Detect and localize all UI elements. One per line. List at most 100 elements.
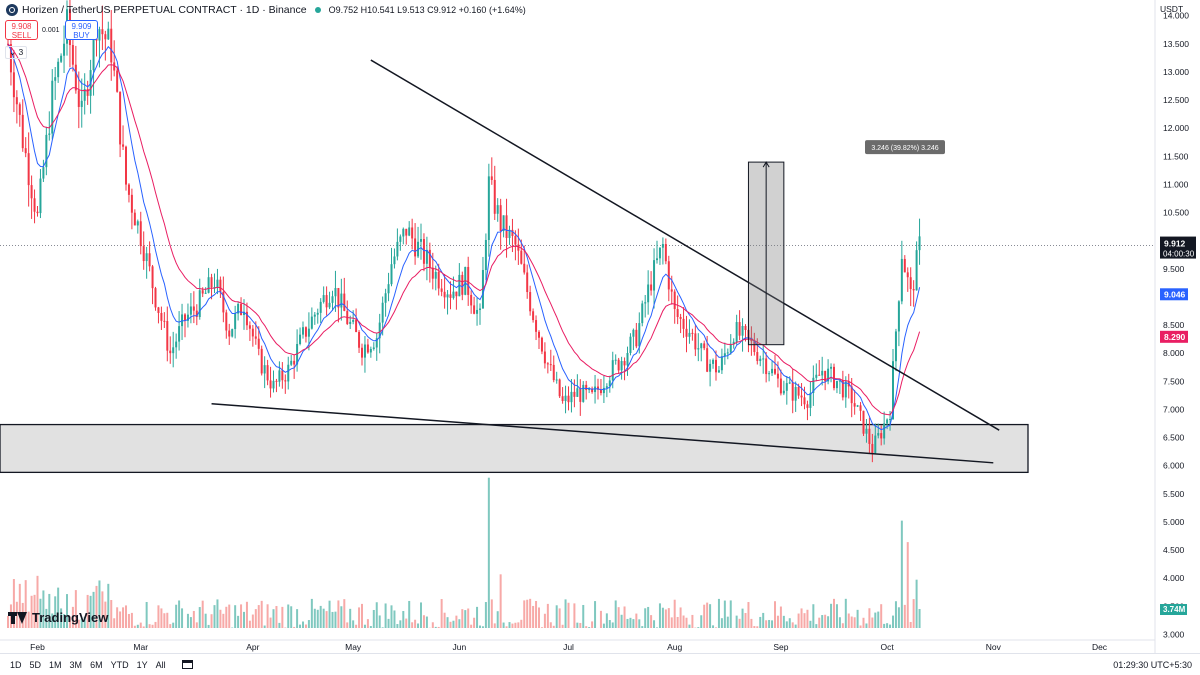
candle-body xyxy=(154,288,157,308)
volume-bar xyxy=(343,599,346,628)
candle-body xyxy=(797,387,800,396)
measure-label-bg xyxy=(865,140,945,155)
volume-bar xyxy=(122,607,125,628)
candle-body xyxy=(856,405,859,407)
candle-body xyxy=(611,360,614,381)
candle-body xyxy=(523,263,526,273)
volume-bar xyxy=(251,614,254,628)
volume-bar xyxy=(9,604,12,628)
tf-1y[interactable]: 1Y xyxy=(136,659,148,670)
currency-label[interactable]: USDT xyxy=(1160,4,1184,14)
candle-body xyxy=(48,133,51,135)
candle-body xyxy=(446,294,449,298)
ema-slow-badge-label: 8.290 xyxy=(1164,332,1186,342)
candle-body xyxy=(104,34,107,40)
candle-body xyxy=(222,291,225,313)
candle-body xyxy=(375,338,378,348)
candle-body xyxy=(827,368,830,382)
volume-bar xyxy=(334,611,337,628)
price-tick-label: 7.000 xyxy=(1163,404,1185,414)
candle-body xyxy=(361,347,363,358)
volume-bar xyxy=(33,594,36,628)
calendar-icon[interactable] xyxy=(181,660,193,669)
tf-5d[interactable]: 5D xyxy=(29,659,42,670)
tf-ytd[interactable]: YTD xyxy=(110,659,129,670)
volume-bar xyxy=(771,620,774,628)
candle-body xyxy=(101,29,104,35)
volume-bar xyxy=(726,616,729,628)
volume-bar xyxy=(178,600,181,628)
candle-body xyxy=(304,327,307,337)
tf-1d[interactable]: 1D xyxy=(10,659,22,670)
candle-body xyxy=(452,291,455,298)
candle-body xyxy=(520,250,523,264)
volume-bar xyxy=(759,616,762,628)
volume-bar xyxy=(437,626,440,628)
candle-body xyxy=(319,301,322,313)
candle-body xyxy=(744,325,747,330)
volume-bar xyxy=(676,616,679,628)
candle-body xyxy=(602,387,605,394)
volume-bar xyxy=(626,618,629,628)
support-zone-box xyxy=(0,423,1029,474)
candle-body xyxy=(163,320,166,322)
candle-body xyxy=(408,227,411,236)
volume-bar xyxy=(803,613,806,628)
candle-body xyxy=(186,314,189,321)
buy-button[interactable]: 9.909 BUY xyxy=(65,20,98,40)
volume-bar xyxy=(844,598,847,628)
price-tick-label: 11.000 xyxy=(1163,179,1189,189)
price-tick-label: 14.000 xyxy=(1163,11,1189,21)
candle-body xyxy=(467,266,470,295)
candle-body xyxy=(184,314,186,321)
candle-body xyxy=(841,380,844,398)
sell-button[interactable]: 9.908 SELL xyxy=(5,20,38,40)
tf-3m[interactable]: 3M xyxy=(69,659,83,670)
volume-bar xyxy=(585,626,588,628)
tf-6m[interactable]: 6M xyxy=(90,659,103,670)
volume-bar xyxy=(785,621,788,628)
volume-bar xyxy=(806,609,809,628)
time-tick-label: May xyxy=(345,642,362,652)
volume-bar xyxy=(248,620,251,628)
symbol-title[interactable]: Horizen / TetherUS PERPETUAL CONTRACT · … xyxy=(22,4,307,16)
candle-body xyxy=(12,72,15,98)
volume-bar xyxy=(520,619,523,628)
volume-bar xyxy=(405,618,408,628)
candle-body xyxy=(812,377,815,393)
candle-body xyxy=(393,256,396,265)
volume-bar xyxy=(107,583,110,628)
volume-bar xyxy=(756,626,759,628)
volume-bar xyxy=(635,613,638,628)
volume-bar xyxy=(281,606,284,628)
candle-body xyxy=(753,341,756,353)
candle-body xyxy=(428,249,431,268)
candle-body xyxy=(638,323,641,347)
volume-bar xyxy=(86,594,89,628)
volume-bar xyxy=(30,595,33,628)
volume-bar xyxy=(213,605,216,628)
volume-bar xyxy=(83,616,86,628)
candle-body xyxy=(278,370,281,382)
volume-bar xyxy=(644,608,647,628)
volume-bar xyxy=(148,624,151,628)
candle-body xyxy=(821,370,824,376)
volume-bar xyxy=(738,618,741,628)
indicators-toggle[interactable]: ⌄ 3 xyxy=(5,46,28,59)
tf-1m[interactable]: 1M xyxy=(49,659,62,670)
candle-body xyxy=(694,333,697,350)
candle-body xyxy=(661,244,664,248)
volume-bar xyxy=(650,615,653,628)
candle-body xyxy=(585,384,588,391)
candle-body xyxy=(865,428,868,434)
tf-all[interactable]: All xyxy=(155,659,166,670)
candle-body xyxy=(310,316,313,329)
candle-body xyxy=(225,312,228,331)
clock-timezone[interactable]: 01:29:30 UTC+5:30 xyxy=(1113,659,1192,670)
candle-body xyxy=(573,391,576,397)
volume-bar xyxy=(399,620,402,628)
candle-body xyxy=(706,348,709,372)
volume-bar xyxy=(543,613,546,628)
volume-bar xyxy=(791,622,794,628)
